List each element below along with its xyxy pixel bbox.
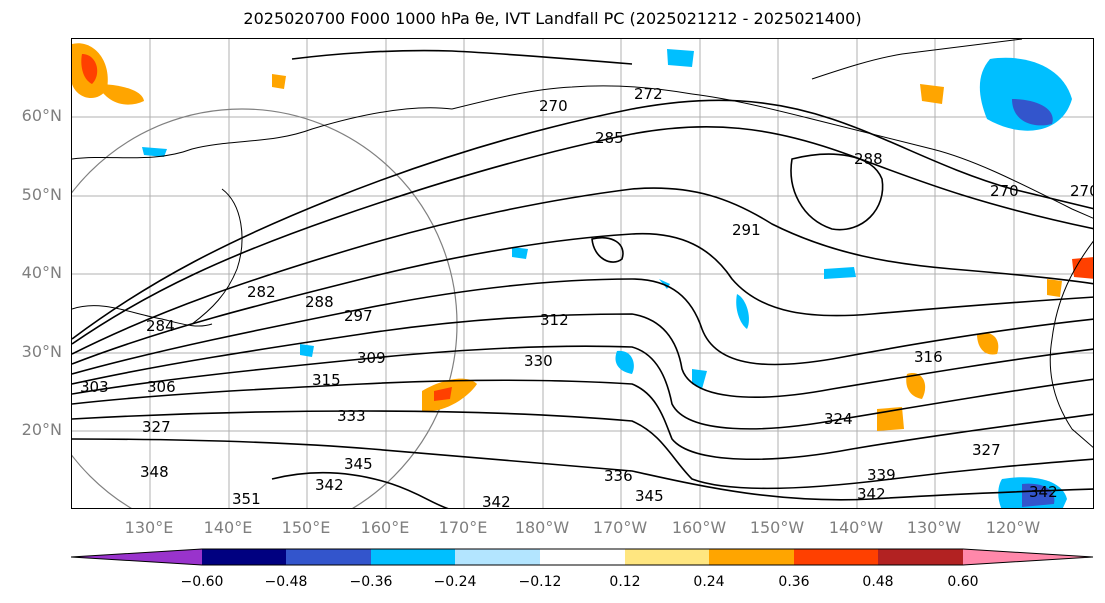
shading-patches (72, 43, 1093, 508)
colorbar-svg (70, 548, 1094, 566)
lon-label-180w: 180°W (514, 518, 570, 537)
colorbar-segment-5 (455, 549, 540, 565)
cbar-tick-8: 0.36 (778, 574, 810, 590)
contour-label-327a: 327 (142, 418, 171, 436)
contour-label-291: 291 (732, 221, 761, 239)
colorbar-segment-8 (709, 549, 794, 565)
lon-label-160e: 160°E (360, 518, 410, 537)
lat-label-50: 50°N (21, 185, 62, 204)
contour-labels: 270 272 285 288 270 270 291 282 288 297 … (80, 85, 1094, 509)
colorbar-segment-3 (286, 549, 371, 565)
contour-label-312: 312 (540, 311, 569, 329)
contour-label-285: 285 (595, 129, 624, 147)
cbar-tick-7: 0.24 (693, 574, 725, 590)
colorbar-segment-10 (878, 549, 963, 565)
contour-label-324: 324 (824, 410, 853, 428)
contour-label-342d: 342 (1029, 483, 1058, 501)
colorbar-segment-4 (371, 549, 455, 565)
graticule (72, 39, 1093, 508)
lon-label-160w: 160°W (671, 518, 727, 537)
map-canvas: 270 272 285 288 270 270 291 282 288 297 … (72, 39, 1094, 509)
lon-label-120w: 120°W (985, 518, 1041, 537)
cbar-tick-6: 0.12 (609, 574, 641, 590)
cbar-tick-3: −0.36 (349, 574, 393, 590)
contour-label-327b: 327 (972, 441, 1001, 459)
lat-label-20: 20°N (21, 420, 62, 439)
cbar-tick-2: −0.48 (264, 574, 308, 590)
contour-label-339: 339 (867, 466, 896, 484)
contour-label-288b: 288 (305, 293, 334, 311)
lon-label-170w: 170°W (592, 518, 648, 537)
contour-label-316: 316 (914, 348, 943, 366)
contour-label-342a: 342 (315, 476, 344, 494)
contour-label-330: 330 (524, 352, 553, 370)
cbar-tick-1: −0.60 (180, 574, 224, 590)
lat-label-40: 40°N (21, 263, 62, 282)
colorbar-outline (70, 548, 1094, 566)
colorbar-segment-2 (202, 549, 286, 565)
colorbar (70, 548, 1095, 570)
contour-label-351: 351 (232, 490, 261, 508)
contour-label-282: 282 (247, 283, 276, 301)
theta-e-contours (72, 49, 1093, 508)
colorbar-segment-7 (625, 549, 709, 565)
contour-label-342c: 342 (482, 493, 511, 509)
lon-label-130e: 130°E (124, 518, 174, 537)
cbar-tick-4: −0.24 (433, 574, 477, 590)
contour-label-270b: 270 (990, 182, 1019, 200)
contour-label-348: 348 (140, 463, 169, 481)
contour-label-270c: 270 (1070, 182, 1094, 200)
lon-label-150w: 150°W (749, 518, 805, 537)
range-ring (72, 108, 458, 508)
contour-label-284: 284 (146, 317, 175, 335)
cbar-tick-10: 0.60 (947, 574, 979, 590)
colorbar-segment-9 (794, 549, 878, 565)
lon-label-140w: 140°W (828, 518, 884, 537)
contour-label-306: 306 (147, 378, 176, 396)
lon-label-130w: 130°W (906, 518, 962, 537)
contour-label-297: 297 (344, 307, 373, 325)
map-panel: 270 272 285 288 270 270 291 282 288 297 … (71, 38, 1094, 509)
cbar-tick-9: 0.48 (862, 574, 894, 590)
chart-title: 2025020700 F000 1000 hPa θe, IVT Landfal… (243, 9, 862, 28)
contour-label-272: 272 (634, 85, 663, 103)
cbar-tick-5: −0.12 (518, 574, 562, 590)
colorbar-segment-6 (540, 549, 625, 565)
contour-label-309: 309 (357, 349, 386, 367)
contour-label-315: 315 (312, 371, 341, 389)
lon-label-140e: 140°E (203, 518, 253, 537)
contour-label-270a: 270 (539, 97, 568, 115)
contour-label-342b: 342 (857, 485, 886, 503)
lon-label-150e: 150°E (281, 518, 331, 537)
colorbar-segment-11 (963, 549, 1093, 565)
lat-label-60: 60°N (21, 106, 62, 125)
contour-label-345b: 345 (635, 487, 664, 505)
lon-label-170e: 170°E (438, 518, 488, 537)
colorbar-segment-1 (71, 549, 202, 565)
contour-label-303: 303 (80, 378, 109, 396)
coastlines (72, 39, 1093, 448)
contour-label-345a: 345 (344, 455, 373, 473)
contour-label-288a: 288 (854, 150, 883, 168)
contour-label-336: 336 (604, 467, 633, 485)
contour-label-333: 333 (337, 407, 366, 425)
lat-label-30: 30°N (21, 342, 62, 361)
